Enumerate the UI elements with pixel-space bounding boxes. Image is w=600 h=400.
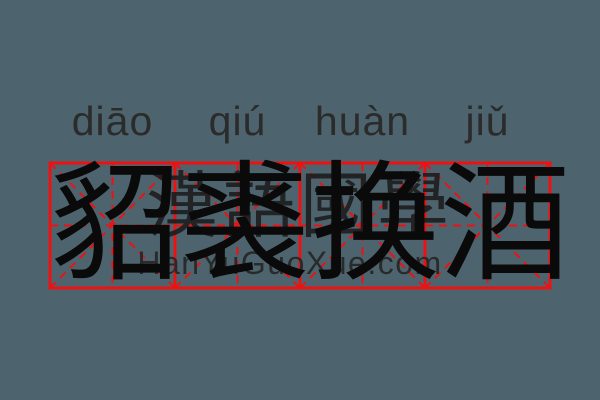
pinyin-syllable-4: jiǔ [465,98,510,144]
pinyin-row: diāo qiú huàn jiǔ [50,96,550,146]
writing-practice-grid [48,161,552,290]
mi-zi-grid-lines [48,161,552,290]
watermark-site-text: HanYuGuoXue.com [137,245,443,281]
pinyin-syllable-2: qiú [208,98,267,144]
watermark-cjk-text: 漢語國學 [145,167,455,247]
pinyin-syllable-3: huàn [314,98,411,144]
pinyin-syllable-1: diāo [71,98,154,144]
